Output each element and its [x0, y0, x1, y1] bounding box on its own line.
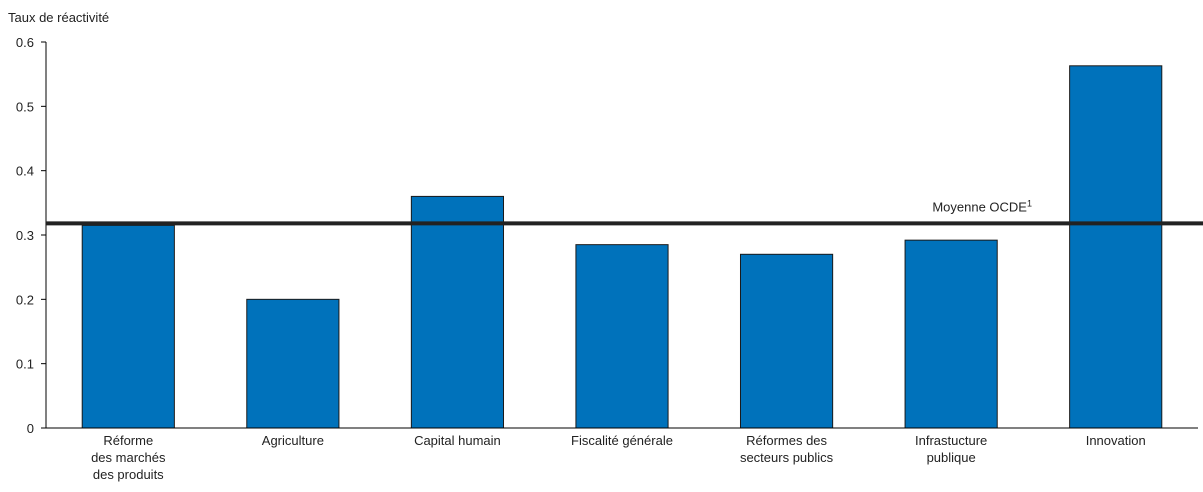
x-tick-label-line: Innovation	[1086, 433, 1146, 448]
reference-line-group: Moyenne OCDE1	[46, 198, 1203, 226]
x-tick-label: Fiscalité générale	[571, 433, 673, 448]
x-tick-label-line: Réformes des	[746, 433, 827, 448]
reference-line-label: Moyenne OCDE1	[932, 198, 1032, 214]
bar	[1069, 65, 1163, 429]
y-tick-label: 0.1	[16, 357, 34, 372]
x-tick-label-line: des produits	[93, 467, 164, 482]
bar	[739, 253, 834, 429]
reference-line-label-text: Moyenne OCDE	[932, 199, 1027, 214]
y-tick-label: 0.5	[16, 99, 34, 114]
reference-line-footnote: 1	[1027, 198, 1032, 208]
x-tick-label: Infrastucture publique	[915, 433, 987, 465]
x-tick-label: Réformes des secteurs publics	[740, 433, 834, 465]
y-axis-label: Taux de réactivité	[8, 10, 109, 25]
bar	[410, 195, 505, 429]
x-tick-label-line: des marchés	[91, 450, 166, 465]
bar	[246, 298, 340, 429]
bars	[81, 65, 1163, 429]
x-tick-label: Agriculture	[262, 433, 324, 448]
x-tick-label-line: secteurs publics	[740, 450, 834, 465]
x-tick-label: Capital humain	[414, 433, 501, 448]
y-tick-label: 0.4	[16, 164, 34, 179]
y-axis: 0 0.1 0.2 0.3 0.4 0.5 0.6	[16, 35, 47, 436]
bar	[575, 244, 669, 429]
y-tick-label: 0.2	[16, 292, 34, 307]
x-axis: Réforme des marchés des produits Agricultur…	[46, 427, 1198, 482]
x-tick-label: Réforme des marchés des produits	[91, 433, 166, 482]
x-tick-label-line: Fiscalité générale	[571, 433, 673, 448]
x-tick-label: Innovation	[1086, 433, 1146, 448]
x-tick-label-line: Agriculture	[262, 433, 324, 448]
y-tick-label: 0.3	[16, 228, 34, 243]
x-tick-label-line: Réforme	[103, 433, 153, 448]
x-tick-label-line: Capital humain	[414, 433, 501, 448]
x-tick-label-line: Infrastucture	[915, 433, 987, 448]
y-tick-label: 0	[27, 421, 34, 436]
bar	[81, 224, 175, 429]
x-tick-label-line: publique	[927, 450, 976, 465]
bar	[904, 239, 998, 429]
y-tick-label: 0.6	[16, 35, 34, 50]
